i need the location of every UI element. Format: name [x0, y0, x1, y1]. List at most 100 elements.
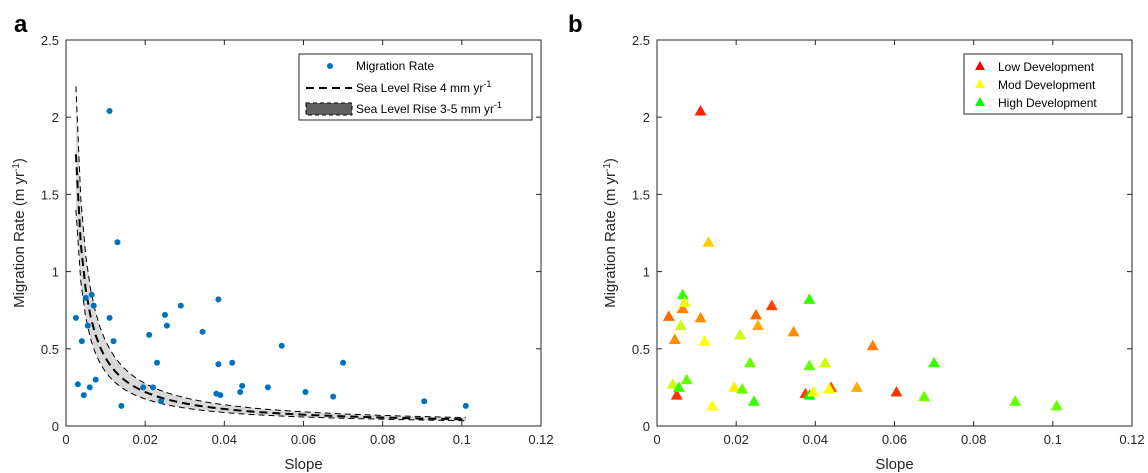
chart-panel-b: b 0 0.02 0.04 0.06 0.08 0.1 0.12 0 0.5 1 1.5 2 2.5 Slo… — [568, 11, 1145, 473]
development-point — [765, 299, 778, 311]
migration-point — [239, 382, 246, 389]
migration-point — [161, 311, 168, 318]
migration-point — [237, 389, 244, 396]
x-tick-label: 0.02 — [133, 432, 158, 447]
migration-point — [215, 296, 222, 303]
migration-point — [462, 402, 469, 409]
y-tick-label: 0 — [643, 419, 650, 434]
migration-point — [114, 239, 121, 246]
y-axis-label-sup: -1 — [11, 163, 22, 172]
legend-label: Mod Development — [998, 78, 1096, 92]
development-point — [803, 359, 816, 371]
development-point — [694, 311, 707, 323]
y-tick-label: 1.5 — [41, 187, 59, 202]
development-point — [728, 381, 741, 392]
x-tick-label: 0.04 — [212, 432, 237, 447]
development-point — [918, 390, 931, 402]
development-point — [672, 381, 685, 392]
development-point — [803, 293, 816, 304]
x-axis-label: Slope — [284, 456, 322, 473]
migration-point — [146, 331, 153, 338]
y-tick-label: 0.5 — [632, 342, 650, 357]
legend-label: Sea Level Rise 4 mm yr-1 — [356, 79, 491, 95]
migration-point — [140, 384, 147, 391]
legend-marker-band — [305, 102, 353, 116]
development-point — [1050, 399, 1063, 411]
development-point — [928, 356, 941, 368]
panel-letter: a — [14, 11, 28, 38]
y-axis-label-end: ) — [602, 158, 619, 163]
migration-point — [154, 359, 161, 366]
legend: Low Development Mod Development High Devel… — [963, 53, 1123, 115]
chart-panel-a: a 0 0.02 0.04 0.06 0.08 0.1 0.12 0 0.5 1 1.5 2 2.5 Slo… — [11, 11, 554, 473]
x-tick-label: 0 — [62, 432, 69, 447]
development-point — [676, 288, 689, 300]
migration-point — [199, 328, 206, 335]
development-point — [662, 310, 675, 321]
development-point — [1009, 395, 1022, 406]
y-tick-label: 1 — [643, 265, 650, 280]
migration-point — [86, 384, 93, 391]
legend: Migration Rate Sea Level Rise 4 mm yr-1 Se… — [298, 53, 533, 121]
y-axis-label: Migration Rate (m yr-1) — [602, 158, 620, 308]
y-tick-label: 2.5 — [41, 33, 59, 48]
development-point — [698, 335, 711, 346]
development-point — [866, 339, 879, 351]
slr-band-edge — [75, 209, 466, 422]
y-tick-label: 0.5 — [41, 342, 59, 357]
x-tick-label: 0.12 — [1119, 432, 1144, 447]
x-tick-label: 0.1 — [1044, 432, 1062, 447]
migration-point — [217, 392, 224, 399]
development-point — [751, 319, 764, 331]
y-tick-label: 2 — [52, 110, 59, 125]
legend-marker — [975, 61, 985, 70]
migration-point — [163, 322, 170, 329]
migration-point — [302, 389, 309, 396]
development-point — [736, 382, 749, 394]
development-point — [678, 296, 691, 307]
x-tick-label: 0 — [653, 432, 660, 447]
legend-marker-point — [327, 63, 333, 69]
x-tick-label: 0.08 — [370, 432, 395, 447]
development-point — [787, 325, 800, 337]
development-point — [670, 389, 683, 400]
migration-point — [92, 376, 99, 383]
development-point — [819, 356, 832, 368]
development-point — [823, 382, 836, 394]
y-tick-label: 1.5 — [632, 187, 650, 202]
development-point — [668, 333, 681, 345]
migration-point — [421, 398, 428, 405]
y-axis-label-text: Migration Rate (m yr — [602, 172, 619, 308]
y-tick-label: 1 — [52, 265, 59, 280]
migration-point — [84, 322, 91, 329]
legend-label: Migration Rate — [356, 59, 434, 73]
slr-band-fill — [75, 86, 466, 421]
development-point — [680, 373, 693, 385]
migration-point — [330, 393, 337, 400]
x-tick-label: 0.02 — [724, 432, 749, 447]
migration-point — [72, 314, 79, 321]
x-axis-label: Slope — [875, 456, 913, 473]
migration-point — [278, 342, 285, 349]
migration-point — [215, 361, 222, 368]
panel-letter: b — [568, 11, 583, 38]
development-point — [734, 328, 747, 340]
development-point — [706, 399, 719, 411]
y-axis-label-sup: -1 — [602, 163, 613, 172]
slr-band-edge — [75, 86, 466, 419]
x-tick-label: 0.1 — [453, 432, 471, 447]
legend-box — [963, 53, 1123, 115]
x-tick-label: 0.06 — [291, 432, 316, 447]
development-point — [850, 381, 863, 392]
development-point — [749, 308, 762, 320]
y-axis-label: Migration Rate (m yr-1) — [11, 158, 29, 308]
migration-point — [82, 294, 89, 301]
x-tick-label: 0.04 — [803, 432, 828, 447]
migration-point — [110, 338, 117, 345]
development-point — [890, 386, 903, 397]
development-point — [807, 386, 820, 397]
x-tick-label: 0.12 — [528, 432, 553, 447]
legend-label: High Development — [998, 96, 1097, 110]
migration-point — [106, 314, 113, 321]
